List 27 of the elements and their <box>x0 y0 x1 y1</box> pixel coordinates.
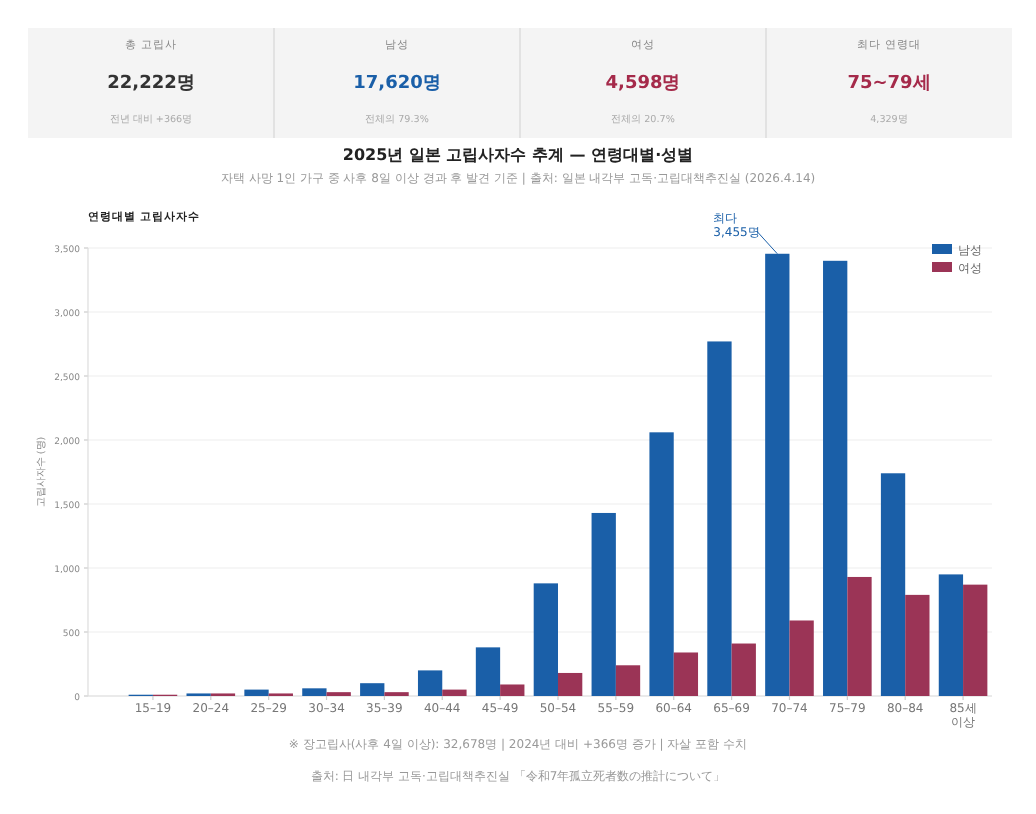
bar <box>533 583 558 696</box>
bar <box>673 652 699 696</box>
bar <box>649 432 674 696</box>
bar <box>731 643 756 696</box>
bar <box>302 688 327 696</box>
bar <box>500 684 525 696</box>
bar <box>244 689 269 696</box>
text: 17,620명 <box>353 74 441 94</box>
text: 75~79세 <box>847 74 931 94</box>
bar <box>880 473 906 696</box>
bar <box>905 594 930 696</box>
bar <box>360 683 385 696</box>
bar <box>823 260 848 696</box>
bar <box>591 512 616 696</box>
bar <box>417 670 443 696</box>
bar <box>615 665 641 696</box>
bar <box>707 341 732 696</box>
bar <box>963 584 988 696</box>
bar <box>789 620 814 696</box>
bar <box>442 689 467 696</box>
chart-title: 2025년 일본 고립사자수 추계 — 연령대별·성별 <box>342 146 694 164</box>
bar <box>558 672 583 696</box>
bar <box>938 574 964 696</box>
text: 22,222명 <box>107 74 195 94</box>
bar <box>475 647 501 696</box>
bar <box>847 576 872 696</box>
text: 4,598명 <box>605 74 681 94</box>
